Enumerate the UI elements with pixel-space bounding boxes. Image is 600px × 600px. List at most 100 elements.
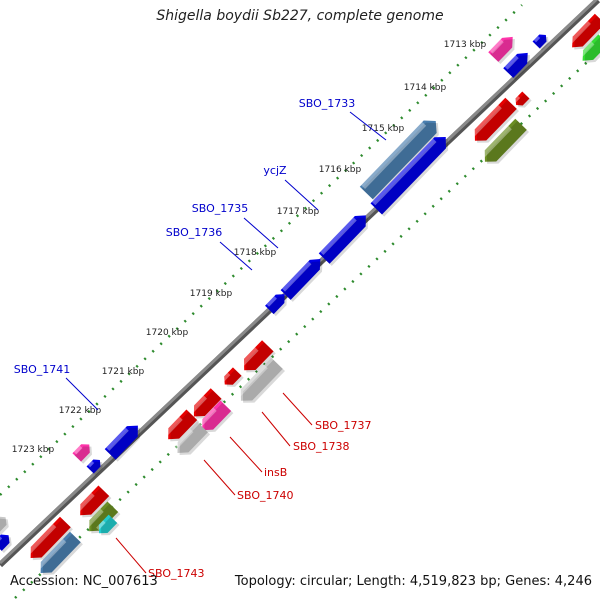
topology-text: Topology: circular; Length: 4,519,823 bp… [234,574,592,589]
gene-blue-arrow [318,215,368,266]
gene-body [243,340,274,371]
gene-shade [196,390,224,419]
gene-body [0,516,7,533]
gene-steelblue-arrow [359,120,439,202]
gene-label-sbo_1741: SBO_1741 [14,363,71,376]
gene-highlight [73,445,83,455]
tick-label-1716-kbp: 1716 kbp [319,165,362,175]
gene-highlight [281,261,312,292]
gene-body [202,400,232,431]
gene-body [168,409,198,440]
gene-highlight [489,39,504,54]
map-title: Shigella boydii Sb227, complete genome [156,8,444,24]
gene-body [193,388,222,417]
gene-shade [0,518,9,536]
gene-highlight [504,55,519,70]
gene-shade [170,411,200,442]
gene-body [488,36,513,62]
gene-label-sbo_1733: SBO_1733 [299,97,356,110]
gene-highlight [96,520,106,531]
gene-shade [246,342,276,373]
gene-shade [74,446,92,464]
gene-body [370,137,446,215]
gene-highlight [106,427,129,451]
gene-body [40,531,81,573]
gene-highlight [480,125,512,159]
gene-highlight [578,41,595,58]
gene-shade [282,261,323,302]
leader-line [284,179,319,211]
leader-line [115,537,147,574]
tick-label-1714-kbp: 1714 kbp [404,83,447,93]
gene-blue-arrow [532,34,549,51]
leader-line [282,392,313,426]
tick-label-1718-kbp: 1718 kbp [234,248,277,258]
gene-steelblue-arrow [36,531,83,576]
gene-body [30,516,71,558]
gene-blue-arrow [104,425,141,462]
gene-olive-arrow [480,118,529,164]
gene-pink-arrow [488,36,515,65]
gene-body [474,97,517,141]
gene-body [0,534,10,551]
gene-red-arrow [470,97,519,143]
leader-line [219,241,253,271]
tick-label-1713-kbp: 1713 kbp [444,40,487,50]
gene-body [515,91,530,106]
gene-body [98,514,118,534]
leader-line [243,217,279,249]
gene-shade [226,369,244,387]
leader-line [261,411,291,447]
gene-red-arrow [189,388,224,419]
gene-red-arrow [239,340,276,373]
gene-body [572,13,600,48]
gene-body [177,421,208,453]
gene-red-arrow [76,485,112,518]
gene-features [0,13,600,576]
gene-red-arrow [513,91,532,108]
gene-highlight [533,35,541,43]
gene-shade [82,487,112,518]
gene-blue-arrow [370,137,449,217]
tick-labels: 1713 kbp 1714 kbp 1715 kbp 1716 kbp 1717 kbp… [12,40,487,455]
gene-shade [204,402,234,433]
leader-line [65,377,99,411]
gene-shade [179,423,211,456]
gene-shade [361,122,439,202]
gene-blue-arrow [503,52,530,81]
gene-body [484,118,527,162]
gene-label-insb: insB [264,466,287,479]
leader-line [229,436,263,473]
gene-body [80,485,110,516]
gene-label-ycjz: ycjZ [263,164,287,177]
gene-label-sbo_1735: SBO_1735 [192,202,249,215]
gene-highlight [36,538,67,570]
gene-body [582,34,600,61]
gene-highlight [513,95,521,103]
gene-label-sbo_1740: SBO_1740 [237,489,294,502]
gene-shade [42,533,83,576]
gene-body [240,357,283,401]
gene-red-arrow [26,516,73,561]
gene-shade [490,39,515,65]
gene-highlight [0,535,3,544]
gene-body [224,367,242,385]
gene-shade [320,217,368,266]
gene-shade [267,296,287,317]
gene-shade [372,139,449,217]
gene-label-sbo_1743: SBO_1743 [148,567,205,580]
gene-shade [101,516,120,536]
gene-gray-arrow [0,516,9,536]
gene-body [318,215,366,264]
gene-gray-arrow [236,357,285,403]
gene-red-arrow [568,13,600,50]
gene-body [86,459,101,474]
gene-body [89,501,119,532]
tick-label-1717-kbp: 1717 kbp [277,207,320,217]
gene-shade [88,461,103,476]
gene-highlight [87,460,95,468]
gene-cyan-arrow [96,514,120,536]
gene-shade [534,36,549,51]
tick-label-1722-kbp: 1722 kbp [59,406,102,416]
